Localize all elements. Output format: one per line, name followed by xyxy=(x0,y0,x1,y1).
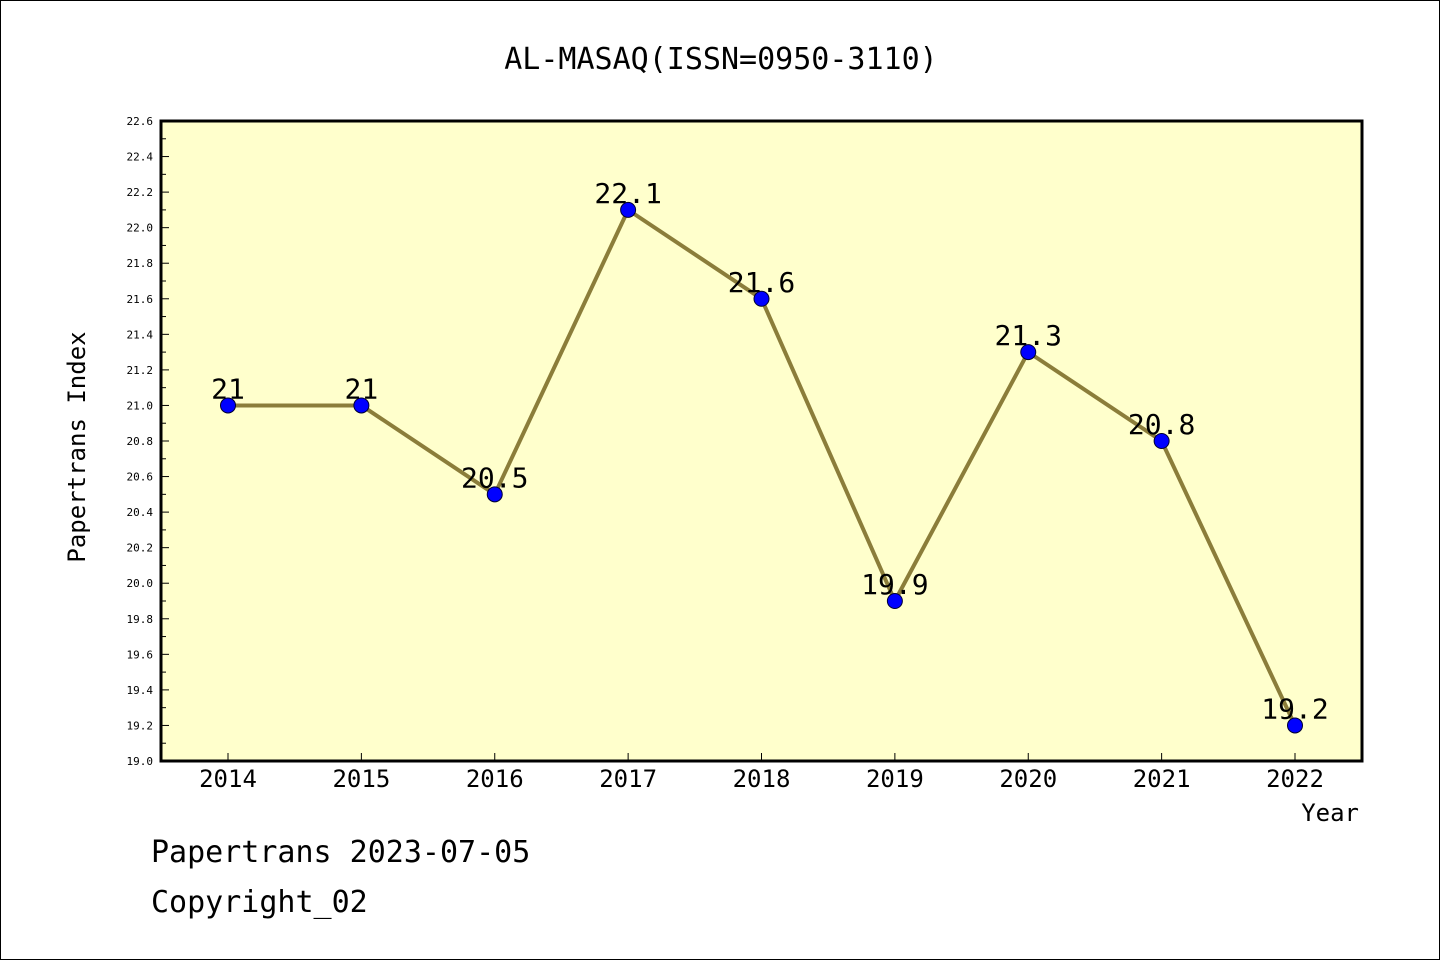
y-tick-label: 19.6 xyxy=(127,648,154,661)
y-tick-label: 20.0 xyxy=(127,577,154,590)
data-label: 22.1 xyxy=(594,177,661,210)
y-tick-label: 20.6 xyxy=(127,471,154,484)
x-tick-label: 2014 xyxy=(199,765,257,793)
footer-date: Papertrans 2023-07-05 xyxy=(151,835,531,870)
data-label: 20.5 xyxy=(461,461,528,494)
footer-copyright: Copyright_02 xyxy=(151,885,368,920)
y-tick-label: 22.4 xyxy=(127,151,154,164)
data-point xyxy=(886,593,903,609)
x-tick-label: 2019 xyxy=(866,765,924,793)
y-tick-label: 21.4 xyxy=(127,328,154,341)
y-tick-label: 20.8 xyxy=(127,435,154,448)
data-labels: 21 21 20.5 22.1 21.6 19.9 21.3 20.8 19.2 xyxy=(211,177,1329,726)
x-axis: 2014 2015 2016 2017 2018 2019 2020 2021 2022 xyxy=(199,753,1324,793)
chart-title: AL-MASAQ(ISSN=0950-3110) xyxy=(504,42,937,77)
data-point xyxy=(753,290,770,307)
x-tick-label: 2015 xyxy=(332,765,390,793)
data-point xyxy=(620,201,637,218)
y-tick-label: 19.0 xyxy=(127,755,154,768)
x-tick-label: 2016 xyxy=(466,765,524,793)
x-tick-label: 2017 xyxy=(599,765,657,793)
y-tick-label: 21.2 xyxy=(127,364,154,377)
data-label: 19.2 xyxy=(1261,692,1328,725)
data-label: 21 xyxy=(211,372,245,405)
y-tick-label: 20.4 xyxy=(127,506,154,519)
data-label: 21.6 xyxy=(728,266,795,299)
plot-area xyxy=(159,119,1364,763)
y-tick-label: 22.0 xyxy=(127,222,154,235)
data-point xyxy=(1287,717,1303,734)
x-tick-label: 2020 xyxy=(999,765,1057,793)
y-tick-label: 20.2 xyxy=(127,542,154,555)
y-tick-label: 21.8 xyxy=(127,257,154,270)
data-label: 21.3 xyxy=(995,319,1062,352)
data-point xyxy=(486,486,503,503)
data-label: 21 xyxy=(345,372,379,405)
y-tick-label: 22.6 xyxy=(127,115,154,128)
y-axis: 19.0 19.2 19.4 19.6 19.8 20.0 20.2 20.4 20.6 20.8… xyxy=(127,115,169,768)
data-label: 20.8 xyxy=(1128,408,1195,441)
y-axis-label: Papertrans Index xyxy=(63,331,91,562)
x-tick-label: 2022 xyxy=(1266,765,1324,793)
data-point xyxy=(353,397,370,414)
x-axis-label: Year xyxy=(1301,799,1359,827)
data-label: 19.9 xyxy=(861,568,928,601)
y-tick-label: 19.4 xyxy=(127,684,154,697)
y-tick-label: 22.2 xyxy=(127,186,154,199)
y-tick-label: 21.0 xyxy=(127,399,154,412)
x-tick-label: 2021 xyxy=(1133,765,1191,793)
data-point xyxy=(220,397,236,414)
data-points xyxy=(220,201,1303,734)
data-point xyxy=(1020,344,1037,361)
x-tick-label: 2018 xyxy=(733,765,791,793)
y-tick-label: 21.6 xyxy=(127,293,154,306)
y-tick-label: 19.8 xyxy=(127,613,154,626)
y-tick-label: 19.2 xyxy=(127,719,154,732)
data-point xyxy=(1153,433,1170,449)
